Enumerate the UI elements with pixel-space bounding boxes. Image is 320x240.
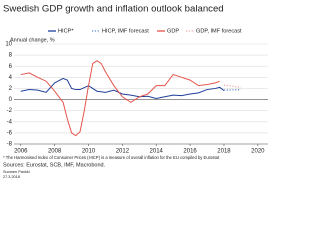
y-tick-label: 6 bbox=[9, 64, 13, 70]
series-line bbox=[20, 60, 220, 137]
x-tick-label: 2016 bbox=[183, 149, 197, 155]
y-tick-label: -6 bbox=[7, 130, 13, 136]
legend-label: GDP bbox=[167, 28, 179, 34]
series-line bbox=[20, 77, 225, 99]
y-tick-label: -2 bbox=[7, 108, 13, 114]
chart: Swedish GDP growth and inflation outlook… bbox=[3, 4, 268, 179]
x-tick-label: 2010 bbox=[82, 149, 96, 155]
sources: Sources: Eurostat, SCB, IMF, Macrobond. bbox=[3, 162, 106, 168]
chart-title: Swedish GDP growth and inflation outlook… bbox=[3, 4, 224, 15]
y-tick-label: 0 bbox=[9, 97, 13, 103]
x-tick-label: 2018 bbox=[217, 149, 231, 155]
series-line bbox=[223, 88, 241, 91]
legend-label: HICP, IMF forecast bbox=[102, 28, 149, 34]
y-tick-label: 2 bbox=[9, 86, 13, 92]
footnote: * The Harmonised Index of Consumer Price… bbox=[3, 155, 220, 160]
x-tick-label: 2020 bbox=[251, 149, 265, 155]
x-tick-label: 2006 bbox=[14, 149, 28, 155]
y-tick-label: -4 bbox=[7, 119, 13, 125]
legend-label: HICP* bbox=[58, 28, 74, 34]
y-tick-label: 10 bbox=[5, 42, 12, 48]
legend-label: GDP, IMF forecast bbox=[196, 28, 242, 34]
date: 27.3.2018 bbox=[3, 175, 20, 179]
x-tick-label: 2014 bbox=[150, 149, 164, 155]
x-tick-label: 2008 bbox=[48, 149, 62, 155]
y-tick-label: -8 bbox=[7, 142, 13, 148]
y-tick-label: 8 bbox=[9, 53, 13, 59]
series-line bbox=[223, 84, 241, 88]
x-tick-label: 2012 bbox=[116, 149, 130, 155]
y-axis-label: Annual change, % bbox=[10, 37, 55, 43]
publisher: Suomen Pankki bbox=[3, 170, 30, 174]
y-tick-label: 4 bbox=[9, 75, 13, 81]
